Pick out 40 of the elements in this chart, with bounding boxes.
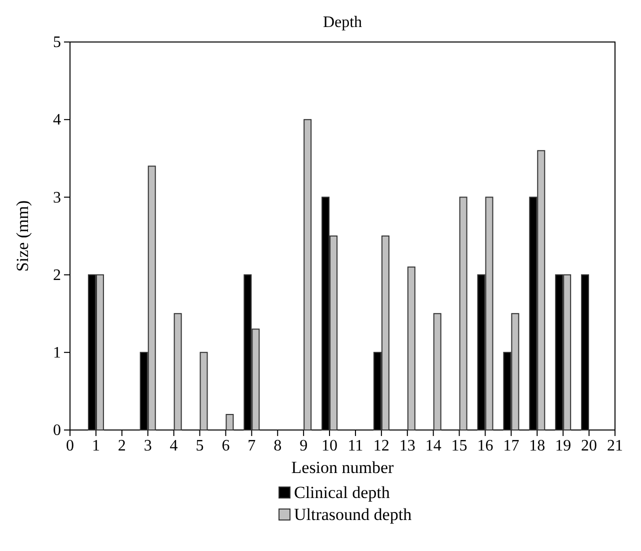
y-tick-label: 4 (53, 112, 61, 129)
bar (200, 352, 208, 430)
x-tick-label: 7 (248, 437, 256, 454)
x-tick-label: 6 (222, 437, 230, 454)
x-tick-label: 19 (555, 437, 572, 454)
x-tick-label: 10 (322, 437, 338, 454)
bar (433, 313, 442, 430)
x-tick-label: 0 (66, 437, 74, 454)
x-axis-title: Lesion number (291, 458, 394, 477)
x-tick-label: 9 (300, 437, 308, 454)
legend-label: Clinical depth (294, 483, 390, 502)
x-tick-label: 14 (425, 437, 442, 454)
y-tick-label: 1 (53, 344, 61, 362)
x-tick-label: 1 (92, 437, 100, 454)
x-tick-label: 12 (373, 437, 390, 454)
x-tick-label: 17 (503, 437, 520, 454)
bar (174, 313, 182, 430)
x-tick-label: 2 (118, 437, 126, 454)
bar (459, 196, 468, 430)
x-tick-label: 16 (477, 437, 494, 454)
x-tick-label: 18 (529, 437, 546, 454)
y-tick-label: 2 (53, 266, 61, 284)
y-axis-title: Size (mm) (13, 200, 32, 272)
bar (304, 119, 312, 430)
x-tick-label: 21 (607, 437, 623, 454)
y-tick-label: 0 (53, 422, 61, 440)
x-tick-label: 11 (348, 437, 364, 454)
legend-label: Ultrasound depth (294, 505, 412, 524)
chart-title: Depth (322, 14, 362, 31)
x-tick-label: 13 (399, 437, 416, 454)
y-tick-label: 3 (53, 189, 61, 206)
x-tick-label: 20 (581, 437, 598, 454)
x-tick-label: 4 (170, 437, 178, 454)
x-tick-label: 15 (451, 437, 468, 454)
bar (226, 414, 234, 430)
x-tick-label: 5 (196, 437, 204, 454)
y-tick-label: 5 (53, 34, 61, 52)
bar (407, 266, 416, 430)
x-tick-label: 3 (144, 437, 152, 454)
x-tick-label: 8 (274, 437, 282, 454)
